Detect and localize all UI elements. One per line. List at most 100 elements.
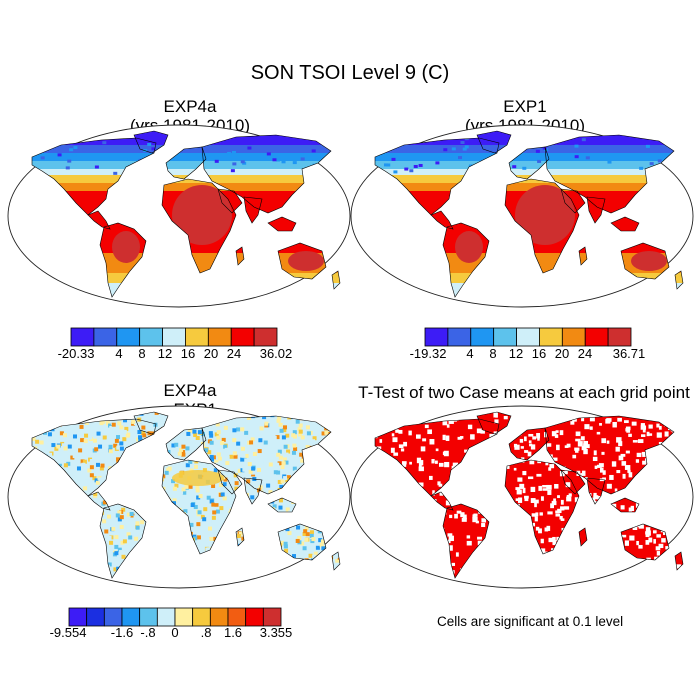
colorbar-label: 8 <box>489 346 497 361</box>
colorbar-label: 36.02 <box>259 346 293 361</box>
coastline-arabia <box>217 188 243 214</box>
coastline-central-america <box>87 210 111 230</box>
colorbar-labels-difference: -9.554 -1.6 -.8 0 .8 1.6 3.355 <box>0 625 350 643</box>
coastline-north-america <box>31 137 157 216</box>
coastline-africa <box>504 178 580 274</box>
colorbar-swatch <box>447 327 472 347</box>
colorbar-swatch <box>227 607 247 627</box>
coastline-australia <box>620 242 670 280</box>
coastline-madagascar <box>578 246 588 266</box>
panel-title-line1: EXP4a <box>163 381 217 400</box>
colorbar-label: 16 <box>180 346 196 361</box>
colorbar-swatch <box>561 327 586 347</box>
coastline-europe <box>508 146 550 180</box>
coastline-asia <box>544 415 675 495</box>
colorbar-swatch <box>174 607 194 627</box>
colorbar-swatch <box>192 607 211 627</box>
colorbar-label: -1.6 <box>110 625 134 640</box>
colorbar-label: 12 <box>508 346 524 361</box>
colorbar-swatch <box>139 327 163 347</box>
colorbar-label: -.8 <box>140 625 156 640</box>
panel-title-line1: T-Test of two Case means at each grid po… <box>358 383 690 402</box>
map-exp1 <box>350 124 694 308</box>
coastline-africa <box>504 459 580 555</box>
coastline-sumatra-borneo <box>267 216 297 232</box>
coastline-sumatra-borneo <box>610 497 640 513</box>
panel-title-line1: EXP1 <box>503 97 547 116</box>
colorbar-label: 4 <box>466 346 474 361</box>
coastline-greenland <box>476 130 512 154</box>
coastline-new-zealand <box>331 551 341 571</box>
colorbar-swatch <box>516 327 540 347</box>
colorbar-label: 24 <box>577 346 593 361</box>
coastline-south-america <box>99 222 147 298</box>
coastline-arabia <box>217 469 243 495</box>
colorbar-swatch <box>139 607 158 627</box>
colorbar-exp4a <box>70 327 278 347</box>
map-exp4a <box>7 124 351 308</box>
colorbar-swatch <box>207 327 232 347</box>
coastline-greenland <box>133 130 169 154</box>
colorbar-swatch <box>116 327 141 347</box>
colorbar-swatch <box>607 327 632 347</box>
coastline-south-america <box>99 503 147 579</box>
coastline-madagascar <box>578 527 588 547</box>
coastline-south-america <box>442 222 490 298</box>
coastline-greenland <box>476 411 512 435</box>
colorbar-swatch <box>209 607 229 627</box>
coastline-europe <box>508 427 550 461</box>
colorbar-swatch <box>156 607 176 627</box>
coastline-india <box>243 196 263 224</box>
colorbar-label: -9.554 <box>49 625 87 640</box>
colorbar-label: 1.6 <box>223 625 243 640</box>
colorbar-labels-exp4a: -20.33 4 8 12 16 20 24 36.02 <box>0 346 350 364</box>
coastline-north-america <box>374 137 500 216</box>
coastline-north-america <box>374 418 500 497</box>
coastline-sumatra-borneo <box>267 497 297 513</box>
colorbar-label: .8 <box>200 625 212 640</box>
colorbar-swatch <box>68 607 88 627</box>
panel-title-line1: EXP4a <box>163 97 217 116</box>
coastline-new-zealand <box>674 551 684 571</box>
colorbar-label: 0 <box>171 625 179 640</box>
colorbar-label: 4 <box>115 346 123 361</box>
coastline-india <box>586 477 606 505</box>
coastline-central-america <box>87 491 111 511</box>
coastline-asia <box>201 415 332 495</box>
colorbar-swatch <box>86 607 105 627</box>
colorbar-swatch <box>162 327 186 347</box>
colorbar-difference <box>68 607 282 627</box>
coastline-australia <box>620 523 670 561</box>
coastline-arabia <box>560 188 586 214</box>
colorbar-swatch <box>253 327 278 347</box>
coastline-india <box>586 196 606 224</box>
coastline-europe <box>165 427 207 461</box>
colorbar-label: 20 <box>203 346 219 361</box>
colorbar-swatch <box>230 327 255 347</box>
colorbar-swatch <box>70 327 95 347</box>
colorbar-swatch <box>493 327 517 347</box>
coastline-arabia <box>560 469 586 495</box>
colorbar-label: 8 <box>138 346 146 361</box>
colorbar-label: 16 <box>531 346 547 361</box>
colorbar-label: 24 <box>226 346 242 361</box>
coastline-australia <box>277 523 327 561</box>
colorbar-swatch <box>93 327 118 347</box>
coastline-africa <box>161 459 237 555</box>
colorbar-label: 3.355 <box>259 625 293 640</box>
map-difference <box>7 405 351 589</box>
colorbar-swatch <box>121 607 141 627</box>
colorbar-label: 12 <box>157 346 173 361</box>
colorbar-swatch <box>103 607 123 627</box>
colorbar-exp1 <box>424 327 632 347</box>
coastline-madagascar <box>235 527 245 547</box>
coastline-central-america <box>430 491 454 511</box>
colorbar-swatch <box>185 327 209 347</box>
coastline-india <box>243 477 263 505</box>
coastline-africa <box>161 178 237 274</box>
colorbar-label: -20.33 <box>57 346 95 361</box>
map-ttest <box>350 405 694 589</box>
coastline-sumatra-borneo <box>610 216 640 232</box>
main-title: SON TSOI Level 9 (C) <box>250 62 450 84</box>
coastline-asia <box>201 134 332 214</box>
